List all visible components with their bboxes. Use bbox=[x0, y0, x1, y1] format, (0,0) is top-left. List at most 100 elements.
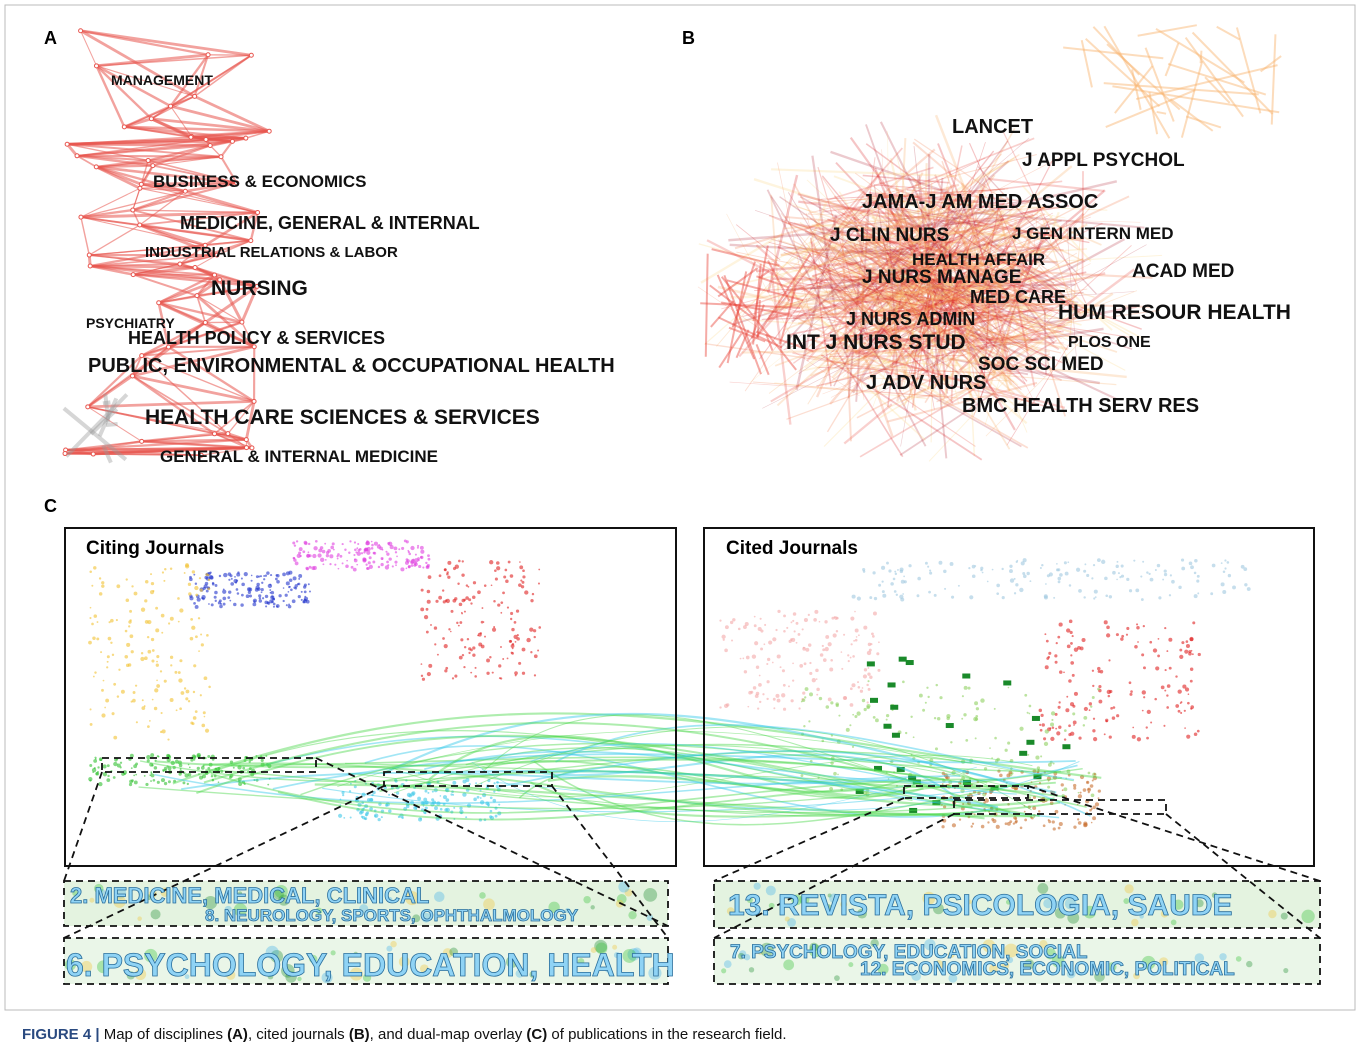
dot bbox=[406, 558, 409, 561]
dot bbox=[1067, 561, 1069, 563]
dot bbox=[522, 575, 525, 578]
dot bbox=[764, 624, 766, 626]
dot bbox=[996, 825, 1000, 829]
dot bbox=[894, 590, 897, 593]
dot bbox=[426, 565, 430, 569]
dot bbox=[445, 798, 449, 802]
dot bbox=[195, 635, 198, 638]
dot bbox=[101, 713, 105, 717]
zoom-label: 8. NEUROLOGY, SPORTS, OPHTHALMOLOGY bbox=[205, 906, 579, 925]
dot bbox=[408, 566, 411, 569]
dot bbox=[1155, 666, 1159, 670]
dot bbox=[936, 684, 938, 686]
dot bbox=[394, 561, 397, 564]
dot bbox=[295, 562, 299, 566]
dot bbox=[929, 570, 931, 572]
dot bbox=[530, 599, 533, 602]
dot bbox=[1039, 724, 1041, 726]
dot bbox=[422, 566, 424, 568]
dot bbox=[793, 612, 797, 616]
dot bbox=[450, 631, 452, 633]
dot bbox=[298, 551, 301, 554]
dot bbox=[460, 638, 463, 641]
dot bbox=[996, 592, 999, 595]
dot bbox=[282, 573, 286, 577]
dot bbox=[959, 818, 961, 820]
caption-text: , cited journals bbox=[248, 1026, 349, 1043]
dot bbox=[1078, 589, 1082, 593]
dot bbox=[470, 602, 472, 604]
node-label: GENERAL & INTERNAL MEDICINE bbox=[160, 447, 438, 466]
dot bbox=[941, 825, 944, 828]
dot bbox=[822, 645, 824, 647]
dot bbox=[297, 583, 299, 585]
dot bbox=[866, 684, 868, 686]
dot bbox=[304, 590, 307, 593]
dot bbox=[1180, 702, 1182, 704]
dot bbox=[1244, 583, 1247, 586]
dot bbox=[134, 780, 138, 784]
dot bbox=[757, 707, 759, 709]
dot bbox=[486, 659, 490, 663]
dot bbox=[1066, 696, 1068, 698]
dot bbox=[124, 655, 128, 659]
dot bbox=[1110, 707, 1113, 710]
dot bbox=[1044, 742, 1048, 746]
map-title: Citing Journals bbox=[86, 538, 224, 559]
dot bbox=[895, 573, 897, 575]
dot bbox=[398, 548, 400, 550]
dot bbox=[420, 550, 424, 554]
dot bbox=[1188, 652, 1192, 656]
dot bbox=[1040, 729, 1043, 732]
dot bbox=[1137, 641, 1139, 643]
dot bbox=[406, 568, 408, 570]
dot bbox=[302, 550, 305, 553]
dot bbox=[320, 558, 324, 562]
dot bbox=[269, 599, 273, 603]
dot bbox=[808, 720, 810, 722]
dot bbox=[643, 888, 657, 902]
node-label: LANCET bbox=[952, 116, 1033, 138]
dot bbox=[792, 679, 794, 681]
dot bbox=[237, 592, 240, 595]
dot bbox=[1106, 626, 1110, 630]
dot bbox=[151, 774, 155, 778]
dot bbox=[385, 551, 387, 553]
dot bbox=[129, 619, 131, 621]
dot bbox=[882, 581, 884, 583]
dot bbox=[208, 579, 210, 581]
dot bbox=[927, 696, 929, 698]
dot bbox=[223, 588, 225, 590]
dot bbox=[195, 710, 198, 713]
dot bbox=[484, 636, 486, 638]
dot bbox=[199, 577, 201, 579]
dot bbox=[1105, 720, 1107, 722]
dot bbox=[999, 774, 1003, 778]
dot bbox=[1024, 811, 1026, 813]
dot bbox=[905, 732, 907, 734]
dot bbox=[876, 652, 879, 655]
zoom-label: 6. PSYCHOLOGY, EDUCATION, HEALTH bbox=[66, 947, 675, 983]
dot bbox=[1069, 584, 1071, 586]
dot bbox=[1005, 749, 1008, 752]
node bbox=[146, 158, 150, 162]
node-label: ACAD MED bbox=[1132, 261, 1234, 282]
dot bbox=[386, 552, 389, 555]
dot bbox=[961, 718, 963, 720]
dot bbox=[184, 572, 186, 574]
dot bbox=[246, 594, 250, 598]
dot bbox=[856, 711, 860, 715]
dot bbox=[850, 687, 853, 690]
dot bbox=[100, 759, 102, 761]
dot bbox=[230, 582, 234, 586]
dot bbox=[1022, 572, 1025, 575]
dot bbox=[1112, 716, 1115, 719]
node-label: INDUSTRIAL RELATIONS & LABOR bbox=[145, 244, 398, 261]
node-label: J APPL PSYCHOL bbox=[1022, 150, 1185, 171]
node-label: HUM RESOUR HEALTH bbox=[1058, 301, 1291, 324]
dot bbox=[354, 548, 357, 551]
dot bbox=[868, 667, 870, 669]
dot bbox=[101, 584, 104, 587]
dot bbox=[265, 595, 268, 598]
dot bbox=[1129, 589, 1132, 592]
